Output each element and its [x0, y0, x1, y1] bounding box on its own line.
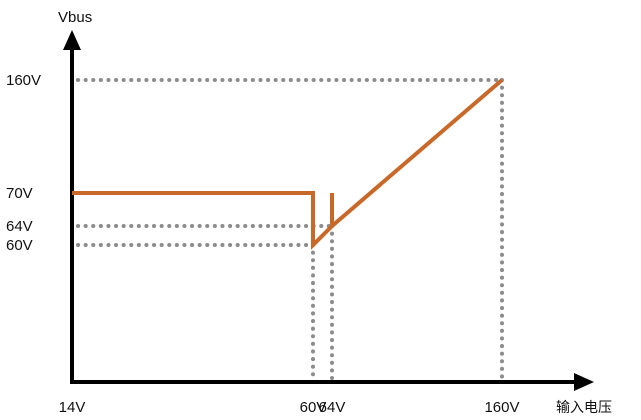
- x-tick-label-2: 64V: [319, 399, 346, 416]
- series-line-0: [72, 78, 504, 250]
- y-axis-label: Vbus: [58, 9, 92, 26]
- series-group: [72, 78, 504, 250]
- x-tick-label-1: 60V: [300, 399, 327, 416]
- y-tick-label-3: 60V: [6, 237, 33, 254]
- axes: [63, 30, 594, 391]
- y-tick-label-2: 64V: [6, 218, 33, 235]
- x-axis-arrow: [574, 373, 594, 391]
- x-axis-label: 输入电压: [556, 400, 612, 416]
- guide-lines: [76, 78, 504, 380]
- y-tick-label-1: 70V: [6, 185, 33, 202]
- x-tick-label-0: 14V: [59, 399, 86, 416]
- y-tick-label-0: 160V: [6, 72, 41, 89]
- x-tick-label-3: 160V: [484, 399, 519, 416]
- y-tick-labels: 160V 70V 64V 60V: [6, 72, 41, 254]
- y-axis-arrow: [63, 30, 81, 50]
